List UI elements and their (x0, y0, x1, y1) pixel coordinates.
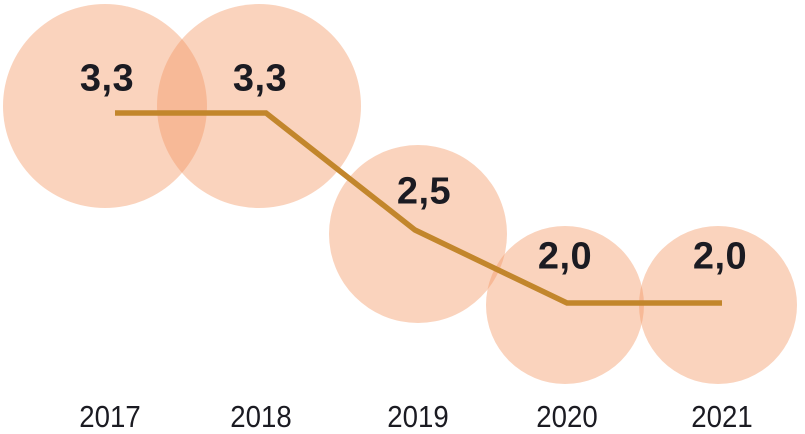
trend-line (115, 110, 722, 306)
